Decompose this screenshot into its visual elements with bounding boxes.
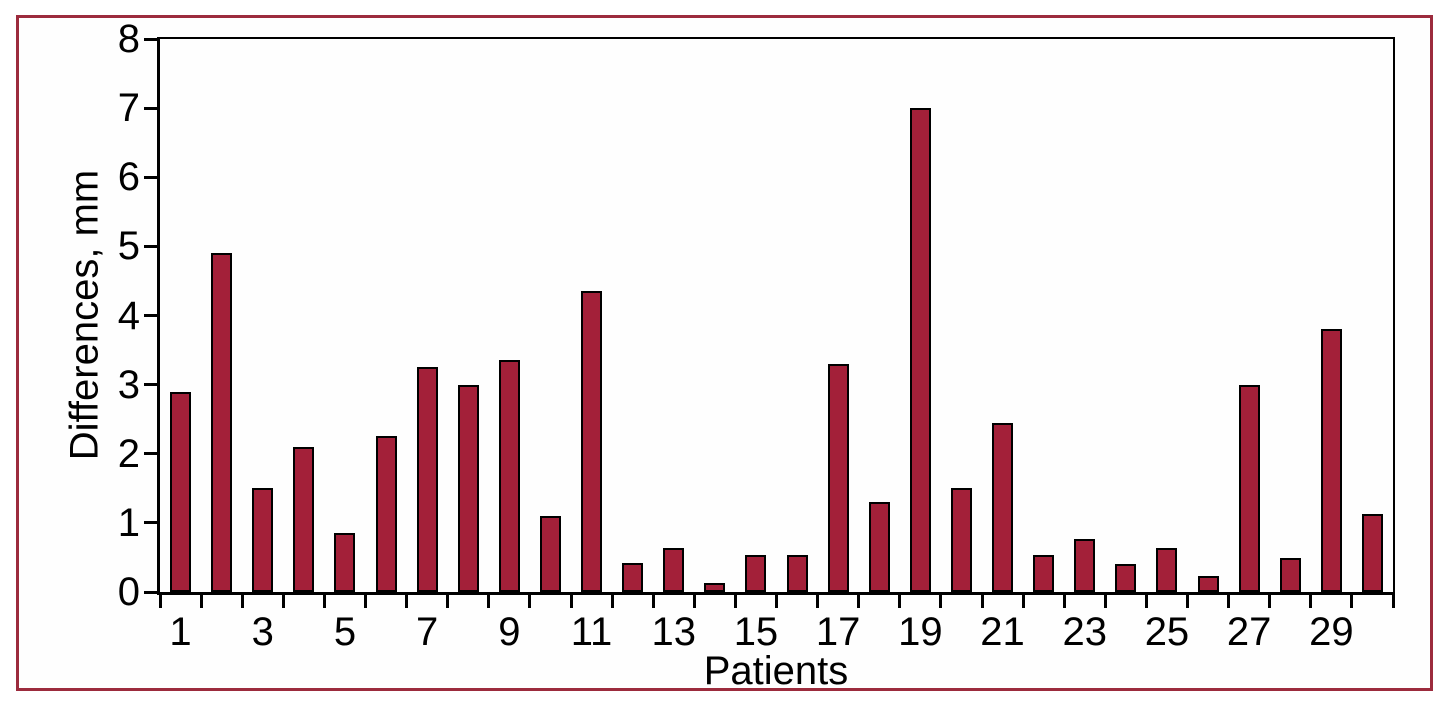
x-tick-label-1: 1 bbox=[169, 610, 192, 654]
x-tick-0 bbox=[158, 595, 162, 608]
x-tick-label-13: 13 bbox=[651, 610, 697, 654]
x-tick-14 bbox=[733, 595, 737, 608]
y-tick-label-6: 6 bbox=[117, 155, 140, 200]
bar-patient-20 bbox=[950, 488, 972, 592]
bar-patient-6 bbox=[375, 436, 397, 592]
x-tick-8 bbox=[487, 595, 491, 608]
x-tick-25 bbox=[1186, 595, 1189, 608]
y-tick-4 bbox=[144, 314, 157, 317]
bar-patient-8 bbox=[457, 384, 479, 592]
bar-patient-12 bbox=[622, 562, 644, 592]
bar-patient-29 bbox=[1320, 329, 1342, 592]
x-tick-29 bbox=[1350, 595, 1354, 608]
x-tick-16 bbox=[816, 595, 820, 608]
bar-patient-1 bbox=[170, 391, 192, 592]
x-tick-3 bbox=[281, 595, 285, 608]
bar-patient-16 bbox=[786, 554, 808, 592]
figure-frame bbox=[16, 15, 1433, 691]
x-tick-13 bbox=[692, 595, 696, 608]
bar-patient-18 bbox=[868, 502, 890, 592]
bar-patient-3 bbox=[252, 488, 274, 592]
x-tick-12 bbox=[651, 595, 655, 608]
y-tick-5 bbox=[144, 244, 157, 248]
x-tick-4 bbox=[322, 595, 326, 608]
x-tick-19 bbox=[939, 595, 943, 608]
bar-patient-27 bbox=[1238, 384, 1260, 592]
bar-patient-15 bbox=[745, 554, 767, 592]
x-tick-23 bbox=[1103, 595, 1107, 608]
x-tick-18 bbox=[898, 595, 902, 608]
x-tick-21 bbox=[1021, 595, 1025, 608]
bar-patient-26 bbox=[1197, 576, 1219, 592]
y-tick-label-5: 5 bbox=[117, 224, 140, 269]
x-tick-7 bbox=[446, 595, 450, 608]
y-tick-label-8: 8 bbox=[117, 17, 140, 61]
x-tick-label-15: 15 bbox=[733, 610, 779, 654]
x-tick-11 bbox=[610, 595, 614, 608]
bar-patient-30 bbox=[1361, 513, 1383, 592]
x-tick-5 bbox=[364, 595, 367, 608]
y-tick-label-7: 7 bbox=[117, 86, 140, 131]
x-tick-28 bbox=[1309, 595, 1313, 608]
x-tick-2 bbox=[240, 595, 244, 608]
bar-patient-24 bbox=[1115, 563, 1137, 592]
bar-patient-17 bbox=[827, 363, 849, 592]
x-tick-label-11: 11 bbox=[570, 610, 613, 654]
bar-patient-2 bbox=[211, 253, 233, 592]
bar-patient-28 bbox=[1279, 558, 1301, 592]
x-tick-label-7: 7 bbox=[416, 610, 439, 654]
x-tick-27 bbox=[1268, 595, 1272, 608]
bar-patient-7 bbox=[416, 367, 438, 592]
bar-patient-11 bbox=[581, 291, 603, 592]
y-tick-2 bbox=[144, 452, 157, 456]
y-tick-label-4: 4 bbox=[117, 293, 140, 338]
x-tick-label-29: 29 bbox=[1309, 610, 1354, 654]
y-tick-0 bbox=[144, 590, 157, 594]
xlabel: Patients bbox=[703, 649, 849, 693]
x-tick-label-17: 17 bbox=[815, 610, 861, 654]
bar-patient-5 bbox=[334, 533, 356, 592]
x-tick-24 bbox=[1144, 595, 1148, 608]
bar-patient-19 bbox=[909, 108, 931, 592]
x-tick-label-9: 9 bbox=[498, 610, 521, 654]
x-tick-15 bbox=[775, 595, 778, 608]
x-tick-label-21: 21 bbox=[980, 610, 1025, 654]
y-tick-1 bbox=[144, 521, 157, 525]
bar-patient-13 bbox=[663, 547, 685, 592]
bar-patient-21 bbox=[992, 422, 1014, 592]
y-tick-3 bbox=[144, 383, 157, 387]
y-tick-label-0: 0 bbox=[117, 570, 140, 614]
x-tick-26 bbox=[1227, 595, 1231, 608]
bar-patient-9 bbox=[498, 360, 520, 592]
x-tick-label-27: 27 bbox=[1226, 610, 1272, 654]
x-tick-10 bbox=[569, 595, 573, 608]
x-tick-17 bbox=[857, 595, 861, 608]
y-tick-label-3: 3 bbox=[117, 362, 140, 407]
x-tick-label-25: 25 bbox=[1144, 610, 1190, 654]
x-tick-22 bbox=[1062, 595, 1066, 608]
y-tick-label-2: 2 bbox=[117, 431, 140, 476]
x-tick-9 bbox=[528, 595, 532, 608]
x-tick-label-5: 5 bbox=[333, 610, 357, 654]
x-tick-1 bbox=[199, 595, 203, 608]
x-tick-label-19: 19 bbox=[898, 610, 943, 654]
bar-patient-14 bbox=[704, 583, 726, 592]
bar-patient-23 bbox=[1074, 538, 1096, 592]
bar-patient-4 bbox=[293, 446, 315, 592]
bar-patient-25 bbox=[1156, 547, 1178, 592]
x-tick-6 bbox=[405, 595, 409, 608]
bar-patient-22 bbox=[1033, 554, 1055, 592]
x-tick-30 bbox=[1391, 595, 1395, 608]
x-tick-label-3: 3 bbox=[251, 610, 274, 654]
y-tick-label-1: 1 bbox=[117, 500, 140, 545]
x-tick-label-23: 23 bbox=[1062, 610, 1108, 654]
bar-patient-10 bbox=[539, 515, 561, 592]
x-tick-20 bbox=[980, 595, 984, 608]
y-tick-8 bbox=[144, 37, 157, 41]
y-tick-6 bbox=[144, 175, 157, 179]
y-tick-7 bbox=[144, 106, 157, 110]
